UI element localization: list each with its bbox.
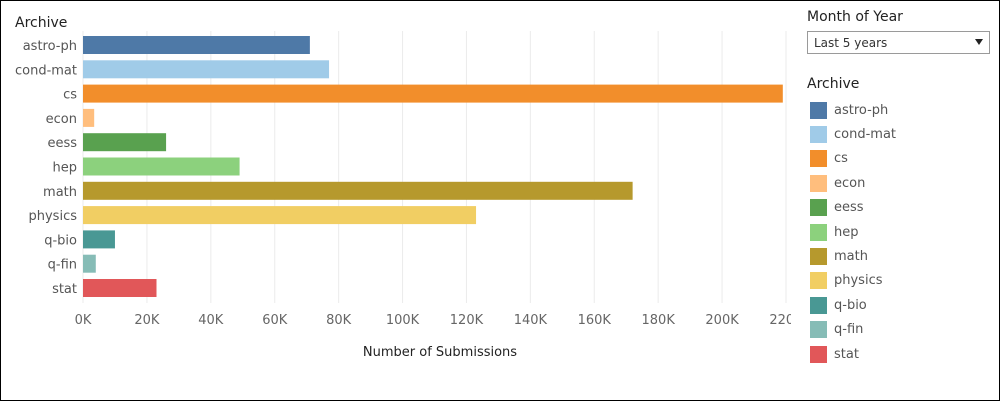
legend-swatch (810, 101, 827, 119)
legend-label: cond-mat (834, 127, 897, 143)
bar-hep (83, 157, 240, 176)
legend: astro-ph cond-mat cs econ eess hep math physics… (810, 98, 896, 366)
legend-swatch (810, 321, 827, 339)
legend-item-q-fin[interactable]: q-fin (810, 318, 896, 342)
bar-math (83, 181, 633, 200)
y-tick-label: astro-ph (23, 39, 77, 54)
x-tick-label: 160K (578, 313, 612, 328)
y-tick-label: econ (46, 112, 77, 127)
x-tick-labels: 0K 20K 40K 60K 80K 100K 120K 140K 160K 180K 200K 22… (75, 313, 791, 328)
legend-item-q-bio[interactable]: q-bio (810, 293, 896, 317)
x-tick-label: 180K (642, 313, 676, 328)
x-tick-label: 100K (386, 313, 420, 328)
x-axis-label: Number of Submissions (363, 345, 517, 360)
bar-stat (83, 279, 157, 297)
y-tick-label: cond-mat (15, 63, 77, 78)
bar-astro-ph (83, 36, 310, 54)
bar-cond-mat (83, 60, 330, 79)
bar-q-bio (83, 230, 115, 249)
bar-physics (83, 206, 477, 225)
y-axis-title: Archive (15, 15, 67, 31)
legend-item-econ[interactable]: econ (810, 171, 896, 195)
legend-item-cond-mat[interactable]: cond-mat (810, 122, 896, 146)
x-tick-label: 60K (262, 313, 288, 328)
bar-q-fin (83, 254, 96, 273)
bar-cs (83, 84, 783, 103)
y-tick-labels: astro-ph cond-mat cs econ eess hep math physics… (15, 39, 77, 297)
legend-swatch (810, 174, 827, 192)
dropdown-arrow-icon[interactable] (975, 39, 983, 45)
legend-label: q-bio (834, 297, 867, 313)
legend-swatch (810, 223, 827, 241)
y-tick-label: cs (63, 88, 77, 103)
legend-item-astro-ph[interactable]: astro-ph (810, 98, 896, 122)
legend-label: physics (834, 273, 883, 289)
legend-item-cs[interactable]: cs (810, 147, 896, 171)
x-tick-label: 80K (326, 313, 352, 328)
bars (83, 36, 783, 297)
legend-item-math[interactable]: math (810, 244, 896, 268)
y-tick-label: eess (47, 136, 77, 151)
x-tick-label: 140K (514, 313, 548, 328)
x-tick-label: 20K (134, 313, 160, 328)
bar-econ (83, 108, 95, 127)
legend-swatch (810, 248, 827, 266)
legend-label: stat (834, 346, 859, 362)
legend-swatch (810, 272, 827, 290)
y-tick-label: math (43, 185, 77, 200)
y-tick-label: q-fin (48, 258, 77, 273)
legend-swatch (810, 126, 827, 144)
legend-swatch (810, 150, 827, 168)
legend-label: q-fin (834, 322, 864, 338)
legend-swatch (810, 199, 827, 217)
month-of-year-dropdown[interactable]: Last 5 years (807, 31, 990, 54)
legend-item-hep[interactable]: hep (810, 220, 896, 244)
filter-title: Month of Year (807, 9, 903, 25)
x-tick-label: 40K (198, 313, 224, 328)
legend-swatch (810, 296, 827, 314)
bar-chart: Archive astro-ph cond-mat cs econ eess hep mat… (15, 15, 791, 360)
x-tick-label: 120K (450, 313, 484, 328)
y-tick-label: hep (53, 161, 78, 176)
legend-swatch (810, 345, 827, 363)
bar-eess (83, 133, 167, 152)
legend-label: astro-ph (834, 102, 889, 118)
y-tick-label: q-bio (44, 233, 77, 248)
dropdown-selected-value: Last 5 years (814, 36, 888, 50)
legend-label: econ (834, 175, 866, 191)
legend-item-stat[interactable]: stat (810, 342, 896, 366)
legend-label: cs (834, 151, 848, 167)
y-tick-label: stat (52, 282, 77, 297)
legend-label: math (834, 249, 868, 265)
x-tick-label: 200K (705, 313, 739, 328)
legend-item-physics[interactable]: physics (810, 269, 896, 293)
x-tick-label: 0K (75, 313, 92, 328)
legend-title: Archive (807, 76, 860, 92)
y-tick-label: physics (29, 209, 78, 224)
legend-label: eess (834, 200, 864, 216)
legend-item-eess[interactable]: eess (810, 196, 896, 220)
legend-label: hep (834, 224, 859, 240)
x-tick-label: 220K (769, 313, 791, 328)
